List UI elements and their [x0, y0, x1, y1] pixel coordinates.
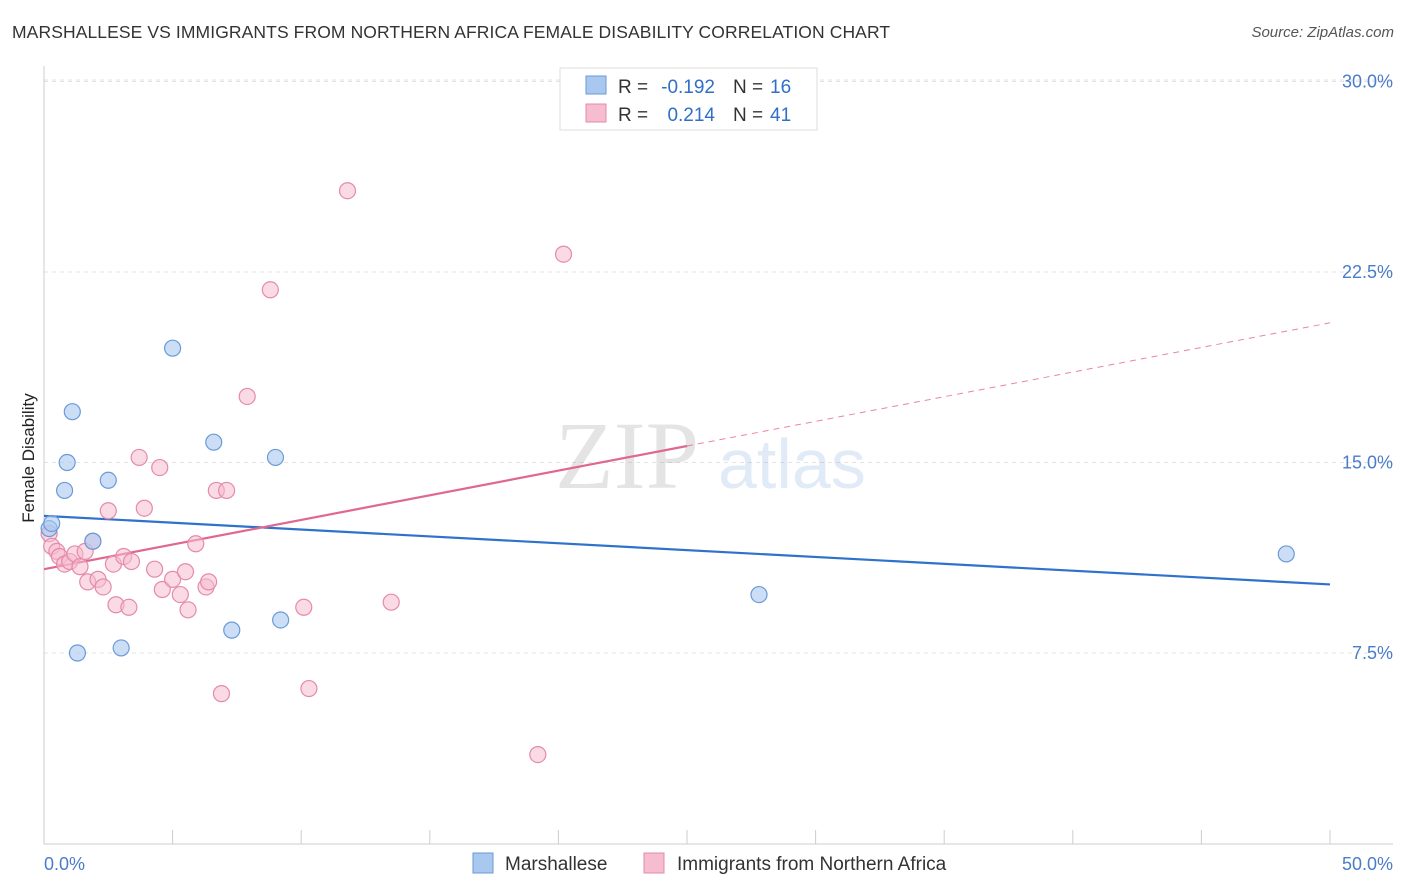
- legend-n-value-immigrants: 41: [770, 105, 791, 126]
- correlation-legend: R = -0.192 N = 16 R = 0.214 N = 41: [559, 67, 818, 131]
- legend-n-label: N =: [733, 105, 763, 126]
- data-point-immigrants: [71, 558, 89, 576]
- trendline-0: [43, 514, 1331, 586]
- legend-label-immigrants: Immigrants from Northern Africa: [677, 854, 947, 875]
- data-point-immigrants: [99, 502, 117, 520]
- data-point-immigrants: [130, 448, 148, 467]
- data-point-immigrants: [200, 573, 218, 591]
- data-point-immigrants: [295, 598, 313, 616]
- data-point-marshallese: [112, 639, 130, 657]
- data-point-immigrants: [529, 745, 547, 764]
- axes: [43, 66, 1393, 845]
- y-axis-label: Female Disability: [19, 393, 38, 523]
- watermark-atlas: atlas: [718, 425, 866, 503]
- data-point-immigrants: [212, 685, 231, 703]
- y-tick-label: 7.5%: [1352, 643, 1393, 663]
- data-point-immigrants: [261, 281, 279, 299]
- watermark-zip: ZIP: [555, 402, 699, 509]
- data-point-marshallese: [1277, 545, 1295, 563]
- y-tick-labels: 7.5% 15.0% 22.5% 30.0%: [1342, 72, 1393, 664]
- data-point-marshallese: [750, 585, 768, 604]
- data-point-immigrants: [554, 245, 573, 263]
- y-tick-label: 22.5%: [1342, 262, 1393, 282]
- legend-swatch-immigrants: [643, 852, 665, 874]
- trendline-solid-1: [43, 444, 688, 571]
- data-point-marshallese: [164, 339, 182, 357]
- legend-label-marshallese: Marshallese: [505, 854, 607, 875]
- data-point-immigrants: [187, 535, 205, 553]
- legend-r-label: R =: [618, 105, 648, 126]
- legend-r-value-marshallese: -0.192: [661, 77, 715, 98]
- data-point-marshallese: [55, 481, 74, 500]
- data-point-immigrants: [164, 570, 182, 588]
- data-point-marshallese: [58, 453, 76, 472]
- data-point-marshallese: [43, 514, 61, 533]
- data-point-immigrants: [171, 585, 189, 604]
- data-point-marshallese: [223, 621, 241, 639]
- trendlines: [43, 322, 1331, 586]
- data-point-marshallese: [99, 471, 117, 489]
- data-point-immigrants: [135, 499, 153, 517]
- data-point-immigrants: [300, 679, 318, 698]
- data-point-immigrants: [145, 560, 164, 578]
- chart-title: MARSHALLESE VS IMMIGRANTS FROM NORTHERN …: [12, 22, 891, 42]
- data-point-immigrants: [151, 458, 169, 477]
- data-point-immigrants: [122, 552, 141, 571]
- series-marshallese-points: [40, 339, 1295, 662]
- watermark: ZIP atlas: [555, 402, 866, 509]
- legend-swatch-marshallese: [472, 852, 494, 874]
- x-tick-min: 0.0%: [44, 854, 85, 874]
- data-point-immigrants: [120, 598, 138, 616]
- data-point-immigrants: [153, 580, 171, 599]
- data-point-immigrants: [218, 481, 236, 500]
- gridlines: [44, 79, 1393, 654]
- data-point-marshallese: [205, 433, 223, 451]
- data-point-marshallese: [63, 403, 81, 421]
- legend-n-value-marshallese: 16: [770, 77, 791, 98]
- data-point-marshallese: [266, 448, 285, 467]
- series-immigrants-points: [40, 182, 573, 764]
- data-point-marshallese: [84, 532, 102, 550]
- legend-swatch-marshallese: [585, 75, 607, 95]
- data-point-immigrants: [176, 563, 195, 581]
- data-point-immigrants: [179, 601, 197, 619]
- x-tick-max: 50.0%: [1342, 854, 1393, 874]
- series-legend: Marshallese Immigrants from Northern Afr…: [472, 852, 947, 875]
- source-label: Source: ZipAtlas.com: [1251, 24, 1394, 41]
- data-point-marshallese: [272, 611, 290, 629]
- data-point-immigrants: [94, 578, 112, 596]
- data-point-immigrants: [382, 593, 400, 611]
- data-point-immigrants: [338, 182, 357, 200]
- y-tick-label: 15.0%: [1342, 453, 1393, 473]
- data-point-marshallese: [68, 644, 87, 662]
- legend-n-label: N =: [733, 77, 763, 98]
- legend-r-value-immigrants: 0.214: [667, 105, 715, 126]
- legend-r-label: R =: [618, 77, 648, 98]
- legend-swatch-immigrants: [585, 103, 607, 123]
- y-tick-label: 30.0%: [1342, 72, 1393, 92]
- data-point-immigrants: [238, 387, 256, 406]
